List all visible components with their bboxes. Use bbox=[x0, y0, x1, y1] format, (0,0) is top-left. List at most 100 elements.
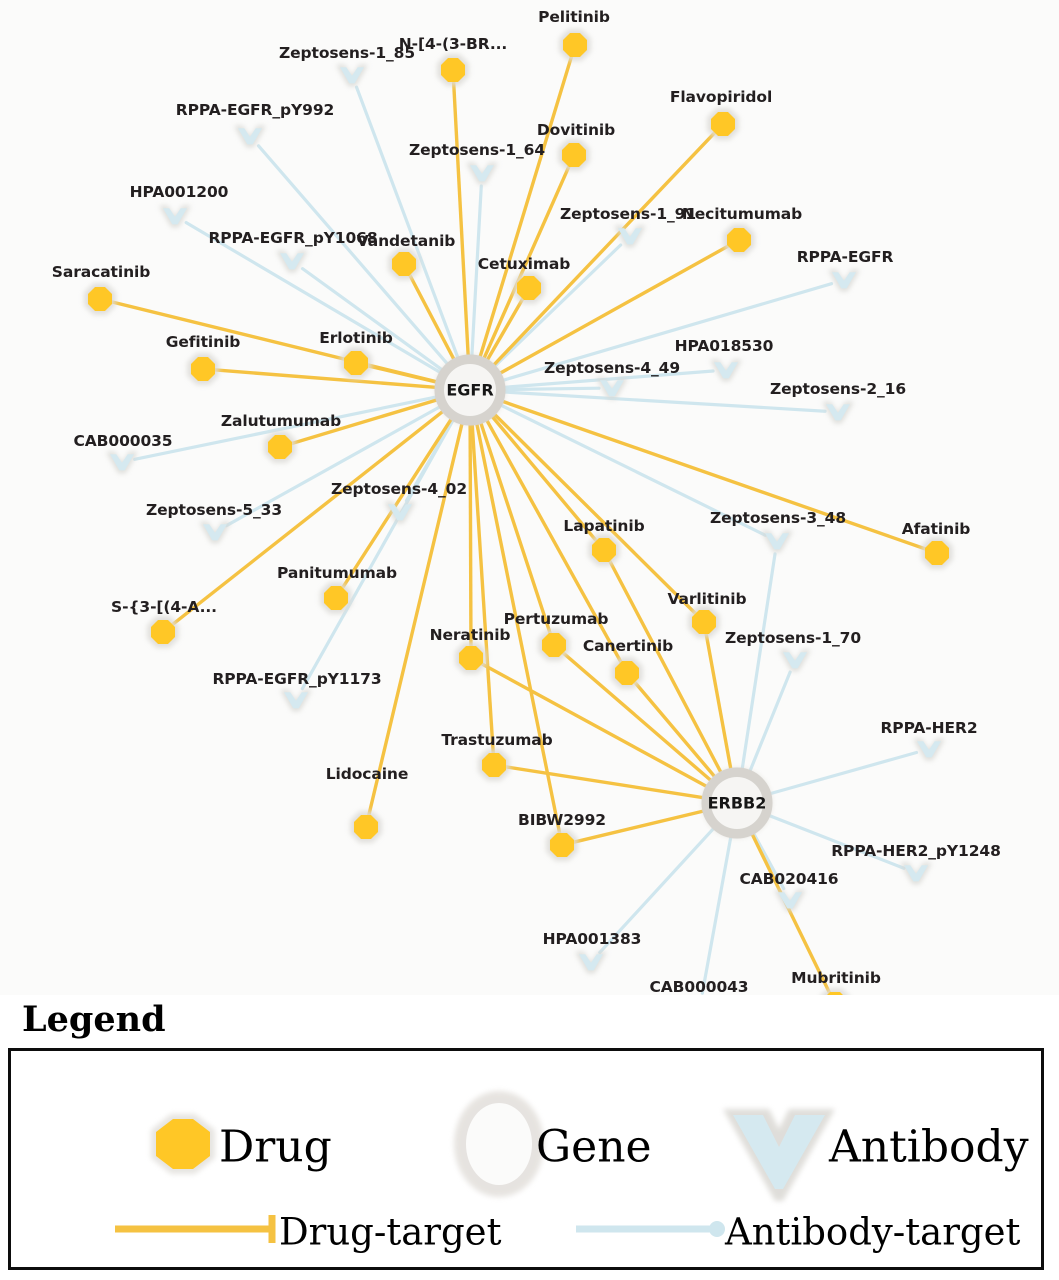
antibody-node[interactable] bbox=[822, 401, 854, 424]
edge-drug-target bbox=[704, 632, 734, 774]
edge-drug-target bbox=[366, 418, 465, 817]
edge-antibody-target bbox=[224, 402, 446, 528]
drug-node[interactable] bbox=[455, 642, 487, 674]
antibody-node[interactable] bbox=[913, 738, 945, 761]
edge-drug-target bbox=[213, 368, 441, 390]
legend-label-antibody: Antibody bbox=[829, 1121, 1029, 1173]
gene-node-ring bbox=[434, 354, 506, 426]
edge-antibody-target bbox=[256, 144, 452, 369]
gene-node-label: EGFR bbox=[446, 380, 494, 400]
antibody-node-shape bbox=[470, 165, 494, 182]
antibody-node[interactable] bbox=[761, 530, 793, 553]
legend-antibody-target-line bbox=[576, 1221, 725, 1237]
drug-node-shape bbox=[562, 32, 588, 58]
antibody-node[interactable] bbox=[159, 205, 191, 228]
drug-node[interactable] bbox=[437, 54, 469, 86]
antibody-node-shape bbox=[340, 67, 364, 84]
drug-node[interactable] bbox=[819, 988, 850, 995]
drug-node[interactable] bbox=[84, 283, 116, 315]
antibody-node[interactable] bbox=[336, 64, 368, 87]
antibody-node-shape bbox=[280, 253, 304, 270]
antibody-node[interactable] bbox=[710, 359, 742, 382]
drug-node[interactable] bbox=[187, 353, 219, 385]
drug-node[interactable] bbox=[478, 749, 510, 781]
network-graph-svg bbox=[84, 29, 953, 995]
drug-node[interactable] bbox=[350, 811, 382, 843]
network-graph-canvas[interactable]: Pelitinib N-[4-(3-BR... Flavopiridol Doviti… bbox=[0, 0, 1059, 995]
edge-drug-target bbox=[483, 296, 525, 365]
edge-antibody-target bbox=[498, 369, 715, 390]
antibody-node[interactable] bbox=[779, 649, 811, 672]
drug-node-shape bbox=[541, 632, 567, 658]
antibody-node[interactable] bbox=[774, 889, 806, 912]
antibody-node-shape bbox=[618, 228, 642, 245]
edge-antibody-target bbox=[763, 812, 906, 870]
drug-node-shape bbox=[353, 814, 379, 840]
antibody-node[interactable] bbox=[280, 689, 312, 712]
drug-node-shape bbox=[87, 286, 113, 312]
antibody-node-shape bbox=[765, 533, 789, 550]
antibody-node[interactable] bbox=[384, 501, 416, 524]
legend-label-drug: Drug bbox=[219, 1121, 332, 1173]
drug-node[interactable] bbox=[546, 829, 578, 861]
antibody-node[interactable] bbox=[199, 521, 231, 544]
edge-antibody-target bbox=[300, 414, 457, 691]
drug-node[interactable] bbox=[588, 534, 620, 566]
drug-node-halo bbox=[821, 988, 849, 995]
drug-node[interactable] bbox=[147, 616, 179, 648]
edge-antibody-target bbox=[300, 267, 448, 374]
antibody-node[interactable] bbox=[234, 125, 266, 148]
edge-antibody-target bbox=[497, 282, 834, 384]
antibody-node[interactable] bbox=[106, 451, 138, 474]
antibody-node[interactable] bbox=[828, 269, 860, 292]
edge-drug-target bbox=[632, 680, 719, 782]
drug-node[interactable] bbox=[264, 431, 296, 463]
gene-node-core bbox=[444, 364, 496, 416]
edge-drug-target bbox=[490, 409, 698, 616]
drug-node-shape bbox=[458, 645, 484, 671]
legend-label-antibody-target: Antibody-target bbox=[725, 1210, 1021, 1254]
drug-node[interactable] bbox=[538, 629, 570, 661]
edge-antibody-target bbox=[490, 243, 623, 371]
drug-node-shape bbox=[549, 832, 575, 858]
edge-drug-target bbox=[474, 419, 562, 835]
edge-antibody-target bbox=[184, 221, 446, 377]
drug-node-shape bbox=[481, 752, 507, 778]
drug-node[interactable] bbox=[688, 606, 720, 638]
drug-node-shape bbox=[150, 619, 176, 645]
edge-drug-target bbox=[170, 407, 448, 627]
drug-node[interactable] bbox=[340, 347, 372, 379]
edge-drug-target bbox=[407, 272, 458, 365]
antibody-node[interactable] bbox=[596, 377, 628, 400]
edge-drug-target bbox=[366, 363, 442, 385]
edge-drug-target bbox=[451, 80, 471, 361]
drug-node-shape bbox=[710, 111, 736, 137]
drug-node[interactable] bbox=[558, 139, 590, 171]
antibody-node-shape bbox=[600, 380, 624, 397]
edge-antibody-target bbox=[133, 394, 443, 461]
drug-node[interactable] bbox=[921, 537, 953, 569]
antibody-node[interactable] bbox=[276, 250, 308, 273]
drug-node[interactable] bbox=[707, 108, 739, 140]
drug-node[interactable] bbox=[723, 224, 755, 256]
gene-node[interactable] bbox=[701, 767, 773, 839]
antibody-node[interactable] bbox=[614, 225, 646, 248]
edge-drug-target bbox=[477, 55, 574, 362]
edge-antibody-target bbox=[354, 85, 462, 364]
edge-antibody-target bbox=[470, 184, 483, 362]
drug-node[interactable] bbox=[513, 272, 545, 304]
drug-node[interactable] bbox=[320, 582, 352, 614]
drug-node[interactable] bbox=[559, 29, 591, 61]
gene-node[interactable] bbox=[434, 354, 506, 426]
antibody-node-shape bbox=[826, 404, 850, 421]
drug-node[interactable] bbox=[611, 657, 643, 689]
drug-node-shape bbox=[614, 660, 640, 686]
nodes-layer bbox=[84, 29, 953, 995]
antibody-node[interactable] bbox=[466, 162, 498, 185]
drug-node-shape bbox=[323, 585, 349, 611]
drug-node[interactable] bbox=[388, 248, 420, 280]
edge-drug-target bbox=[497, 398, 928, 551]
drug-node-shape bbox=[440, 57, 466, 83]
antibody-node[interactable] bbox=[575, 951, 607, 974]
antibody-node[interactable] bbox=[900, 862, 932, 885]
